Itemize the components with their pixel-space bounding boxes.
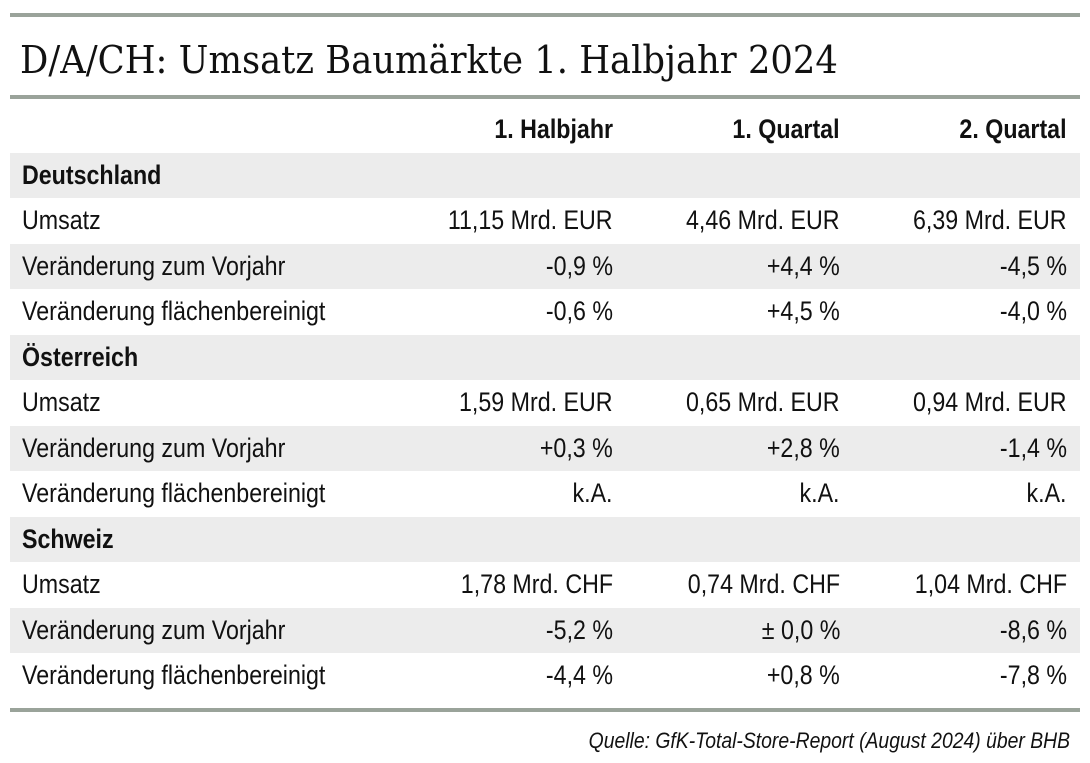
table-cell: 0,74 Mrd. CHF <box>687 569 840 599</box>
row-label: Veränderung zum Vorjahr <box>22 432 286 463</box>
table-row: Veränderung flächenbereinigt -4,4 % +0,8 %… <box>10 653 1080 699</box>
row-label: Veränderung zum Vorjahr <box>22 250 286 281</box>
row-label: Veränderung zum Vorjahr <box>22 614 286 645</box>
data-table: 1. Halbjahr 1. Quartal 2. Quartal Deutsc… <box>10 107 1080 699</box>
section-header-row: Schweiz <box>10 516 1080 562</box>
table-cell: 1,04 Mrd. CHF <box>914 569 1067 599</box>
table-cell: -0,9 % <box>545 250 613 281</box>
table-cell: -7,8 % <box>999 660 1067 690</box>
table-row: Veränderung flächenbereinigt k.A. k.A. k.A. <box>10 471 1080 517</box>
bottom-rule <box>10 708 1080 712</box>
title-rule <box>10 95 1080 99</box>
table-row: Umsatz 1,78 Mrd. CHF 0,74 Mrd. CHF 1,04 Mrd… <box>10 562 1080 608</box>
section-title: Deutschland <box>22 159 162 190</box>
table-cell: +0,3 % <box>540 432 613 463</box>
row-label: Veränderung flächenbereinigt <box>22 660 326 690</box>
table-cell: 1,59 Mrd. EUR <box>459 387 613 417</box>
table-row: Veränderung zum Vorjahr +0,3 % +2,8 % -1,4 … <box>10 425 1080 471</box>
table-cell: 4,46 Mrd. EUR <box>686 205 840 235</box>
table-cell: 0,65 Mrd. EUR <box>686 387 840 417</box>
table-row: Veränderung flächenbereinigt -0,6 % +4,5 %… <box>10 289 1080 335</box>
column-header: 2. Quartal <box>959 114 1067 144</box>
table-cell: -4,0 % <box>999 296 1067 326</box>
row-label: Umsatz <box>22 387 101 417</box>
table-row: Veränderung zum Vorjahr -5,2 % ± 0,0 % -8,6… <box>10 607 1080 653</box>
table-cell: -4,5 % <box>999 250 1067 281</box>
table-cell: k.A. <box>572 478 613 508</box>
table-cell: 0,94 Mrd. EUR <box>913 387 1067 417</box>
table-header-row: 1. Halbjahr 1. Quartal 2. Quartal <box>10 107 1080 153</box>
table-cell: ± 0,0 % <box>761 614 840 645</box>
row-label: Veränderung flächenbereinigt <box>22 478 326 508</box>
section-header-row: Deutschland <box>10 152 1080 198</box>
table-row: Veränderung zum Vorjahr -0,9 % +4,4 % -4,5 … <box>10 243 1080 289</box>
source-note: Quelle: GfK-Total-Store-Report (August 2… <box>588 728 1070 753</box>
section-header-row: Österreich <box>10 334 1080 380</box>
top-rule <box>10 13 1080 17</box>
table-cell: +0,8 % <box>767 660 840 690</box>
table-cell: -8,6 % <box>999 614 1067 645</box>
section-title: Österreich <box>22 341 139 372</box>
row-label: Veränderung flächenbereinigt <box>22 296 326 326</box>
table-cell: 6,39 Mrd. EUR <box>913 205 1067 235</box>
table-cell: -4,4 % <box>545 660 613 690</box>
page-title: D/A/CH: Umsatz Baumärkte 1. Halbjahr 202… <box>20 38 838 82</box>
table-cell: +2,8 % <box>767 432 840 463</box>
row-label: Umsatz <box>22 569 101 599</box>
table-cell: +4,4 % <box>767 250 840 281</box>
table-cell: 1,78 Mrd. CHF <box>460 569 613 599</box>
table-cell: -1,4 % <box>999 432 1067 463</box>
table-row: Umsatz 1,59 Mrd. EUR 0,65 Mrd. EUR 0,94 Mrd… <box>10 380 1080 426</box>
table-row: Umsatz 11,15 Mrd. EUR 4,46 Mrd. EUR 6,39 Mr… <box>10 198 1080 244</box>
table-cell: -5,2 % <box>545 614 613 645</box>
row-label: Umsatz <box>22 205 101 235</box>
table-cell: k.A. <box>799 478 840 508</box>
table-cell: -0,6 % <box>545 296 613 326</box>
table-cell: 11,15 Mrd. EUR <box>448 205 613 235</box>
section-title: Schweiz <box>22 523 114 554</box>
table-cell: k.A. <box>1026 478 1067 508</box>
column-header: 1. Quartal <box>732 114 840 144</box>
column-header: 1. Halbjahr <box>494 114 613 144</box>
table-cell: +4,5 % <box>767 296 840 326</box>
